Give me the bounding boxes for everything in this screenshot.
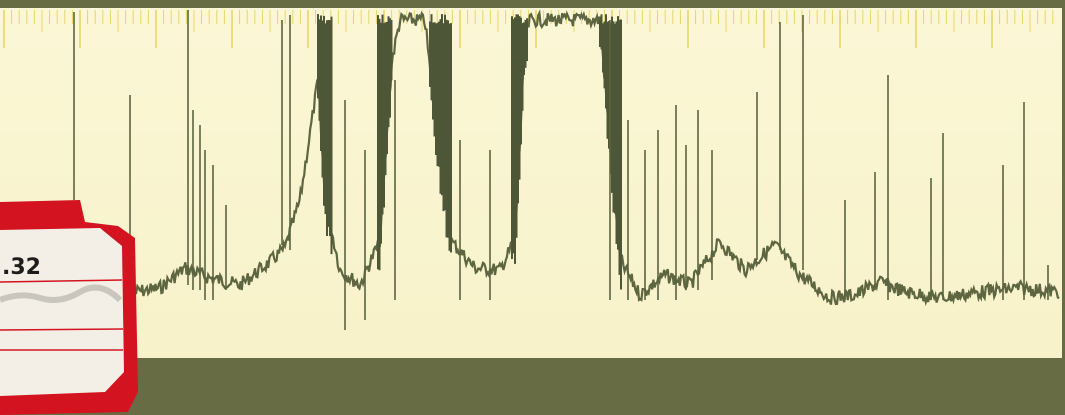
paper-strip (0, 8, 1062, 358)
page: .32 (() => { const data = JSON.parse(doc… (0, 0, 1065, 415)
label-text: .32 (2, 255, 41, 280)
red-label: .32 (0, 200, 138, 415)
strip-scan: .32 (0, 0, 1065, 415)
label-card (0, 228, 124, 396)
label-line (0, 329, 123, 330)
